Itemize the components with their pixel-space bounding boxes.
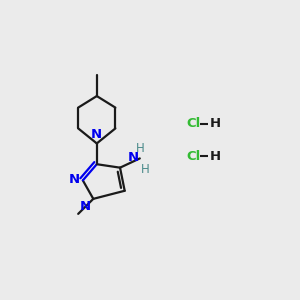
Text: H: H bbox=[210, 117, 221, 130]
Text: H: H bbox=[135, 142, 144, 155]
Text: Cl: Cl bbox=[186, 150, 201, 163]
Text: Cl: Cl bbox=[186, 117, 201, 130]
Text: H: H bbox=[141, 163, 150, 176]
Text: N: N bbox=[80, 200, 91, 213]
Text: N: N bbox=[91, 128, 102, 141]
Text: H: H bbox=[210, 150, 221, 163]
Text: N: N bbox=[128, 152, 139, 164]
Text: N: N bbox=[69, 173, 80, 186]
